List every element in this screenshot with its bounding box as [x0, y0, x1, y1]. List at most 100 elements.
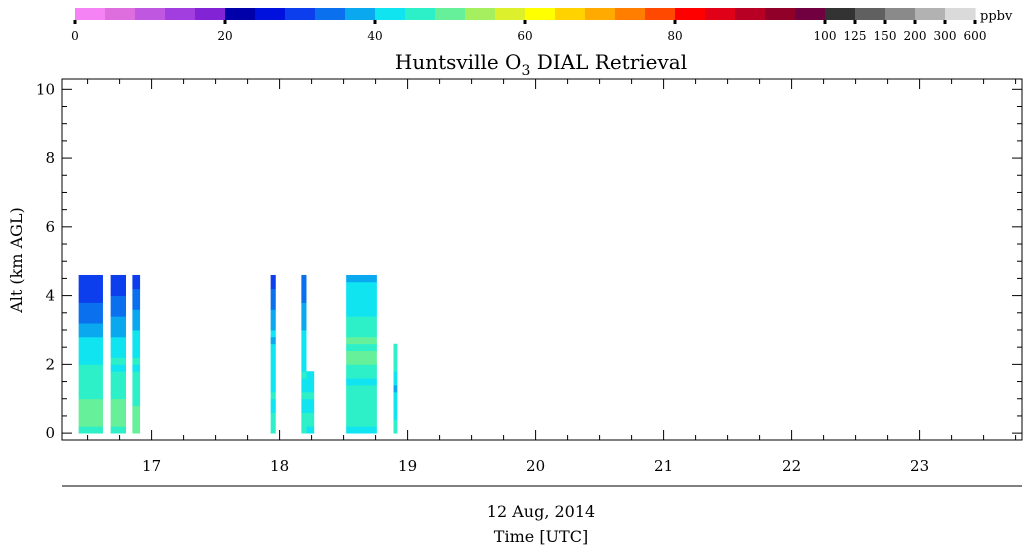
heatmap-cell	[110, 295, 126, 303]
heatmap-cell	[346, 302, 377, 310]
heatmap-cell	[78, 281, 103, 290]
colorbar-tick-label: 150	[874, 29, 897, 43]
heatmap-cell	[78, 343, 103, 352]
colorbar-tick-mark	[973, 20, 977, 24]
heatmap-cell	[393, 419, 398, 427]
heatmap-cell	[346, 336, 377, 345]
colorbar-tick-mark	[673, 20, 677, 24]
colorbar-swatch	[465, 8, 496, 20]
heatmap-cell	[78, 336, 103, 345]
y-tick-label: 6	[45, 218, 55, 236]
colorbar-swatch	[345, 8, 376, 20]
heatmap-cell	[346, 343, 377, 352]
heatmap-cell	[110, 281, 126, 290]
heatmap-cell	[132, 281, 141, 290]
colorbar-swatch	[375, 8, 406, 20]
heatmap-cell	[270, 391, 276, 400]
heatmap-cell	[110, 323, 126, 331]
heatmap-cell	[301, 426, 307, 434]
heatmap-cell	[270, 281, 276, 290]
heatmap-cell	[393, 364, 398, 372]
heatmap-cell	[306, 391, 315, 400]
heatmap-cell	[301, 295, 307, 303]
heatmap-cell	[132, 336, 141, 345]
chart-title-main: Huntsville O	[395, 50, 522, 74]
x-tick-label: 19	[398, 457, 417, 475]
colorbar-tick-label: 200	[904, 29, 927, 43]
heatmap-cell	[270, 398, 276, 407]
heatmap-cell	[301, 309, 307, 317]
heatmap-cell	[346, 357, 377, 365]
heatmap-cell	[132, 329, 141, 338]
heatmap-cell	[270, 412, 276, 420]
heatmap-cell	[110, 316, 126, 324]
heatmap-cell	[132, 357, 141, 365]
heatmap-cell	[78, 288, 103, 296]
heatmap-cell	[110, 343, 126, 352]
colorbar-tick-label: 60	[517, 29, 532, 43]
colorbar-unit-label: ppbv	[980, 9, 1013, 24]
colorbar-swatch	[525, 8, 556, 20]
heatmap-cell	[346, 371, 377, 379]
x-tick-label: 22	[782, 457, 801, 475]
date-label: 12 Aug, 2014	[487, 502, 595, 521]
heatmap-cell	[301, 364, 307, 372]
heatmap-cell	[346, 274, 377, 283]
heatmap-cell	[346, 316, 377, 324]
heatmap-cell	[346, 329, 377, 338]
heatmap-cell	[78, 316, 103, 324]
heatmap-cell	[270, 350, 276, 358]
colorbar-tick-label: 40	[367, 29, 382, 43]
heatmap-cell	[78, 295, 103, 303]
heatmap-cell	[306, 398, 315, 407]
heatmap-cell	[78, 391, 103, 400]
chart-title-tail: DIAL Retrieval	[530, 50, 687, 74]
heatmap-cell	[78, 364, 103, 372]
colorbar-swatch	[315, 8, 346, 20]
heatmap-cell	[110, 378, 126, 386]
heatmap-cell	[270, 336, 276, 345]
heatmap-cell	[110, 398, 126, 407]
colorbar-swatch	[105, 8, 136, 20]
colorbar-swatch	[885, 8, 916, 20]
heatmap-cell	[301, 378, 307, 386]
y-tick-label: 2	[45, 355, 55, 373]
heatmap-cell	[78, 426, 103, 434]
heatmap-cell	[132, 364, 141, 372]
colorbar-tick-mark	[373, 20, 377, 24]
colorbar-swatch	[75, 8, 106, 20]
heatmap-cell	[132, 426, 141, 434]
heatmap-cell	[78, 274, 103, 283]
colorbar-swatch	[645, 8, 676, 20]
heatmap-cell	[346, 281, 377, 290]
heatmap-cell	[346, 384, 377, 393]
heatmap-cell	[78, 357, 103, 365]
colorbar-tick-label: 600	[964, 29, 987, 43]
colorbar-tick-label: 100	[814, 29, 837, 43]
heatmap-cell	[270, 295, 276, 303]
heatmap-cell	[270, 419, 276, 427]
heatmap-cell	[132, 295, 141, 303]
heatmap-cell	[110, 350, 126, 358]
heatmap-cell	[301, 419, 307, 427]
colorbar-tick-label: 0	[71, 29, 79, 43]
heatmap-cell	[346, 323, 377, 331]
heatmap-cell	[301, 323, 307, 331]
heatmap-cell	[301, 391, 307, 400]
x-tick-label: 18	[270, 457, 289, 475]
heatmap-cell	[301, 336, 307, 345]
heatmap-cell	[132, 309, 141, 317]
colorbar-swatch	[405, 8, 436, 20]
colorbar-swatch	[735, 8, 766, 20]
heatmap-cell	[393, 357, 398, 365]
chart-title-subscript: 3	[521, 63, 530, 79]
x-tick-label: 23	[910, 457, 929, 475]
heatmap-cell	[270, 426, 276, 434]
heatmap-cell	[78, 302, 103, 310]
heatmap-cell	[393, 371, 398, 379]
heatmap-cell	[132, 343, 141, 352]
heatmap-cell	[301, 350, 307, 358]
heatmap-cell	[110, 384, 126, 393]
heatmap-cell	[132, 398, 141, 407]
heatmap-cell	[346, 309, 377, 317]
